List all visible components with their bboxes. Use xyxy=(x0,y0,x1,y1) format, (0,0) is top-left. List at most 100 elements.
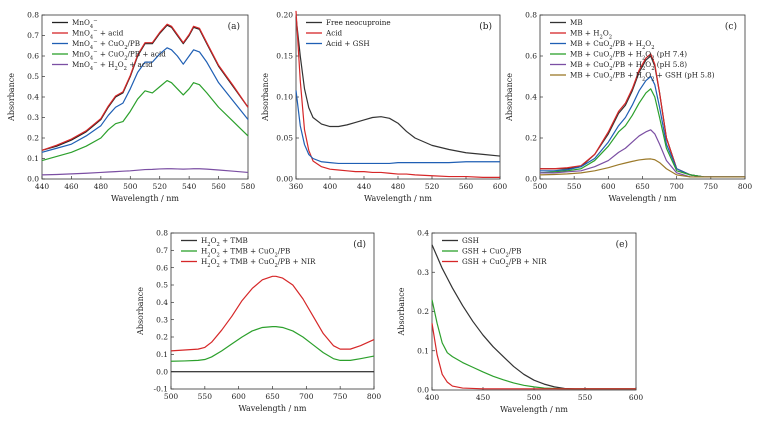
y-tick-label: 0.2 xyxy=(417,307,429,316)
x-tick-label: 750 xyxy=(333,392,348,401)
y-tick-label: 0.8 xyxy=(156,229,168,238)
x-tick-label: 520 xyxy=(425,182,440,191)
legend-entry: GSH + CuO2/PB + NIR xyxy=(462,257,547,269)
x-tick-label: 800 xyxy=(738,182,753,191)
panel-label: (e) xyxy=(616,239,628,250)
series-line-2 xyxy=(170,326,375,362)
series-line-2 xyxy=(431,299,636,390)
chart-panel-c: 500 550 600 650 700 750 800 0.0 0.2 0.4 0.6 0.8 Wave… xyxy=(505,11,752,203)
y-tick-label: 0.4 xyxy=(417,229,429,238)
x-axis-label: Wavelength / nm xyxy=(364,194,432,203)
y-tick-label: 0.4 xyxy=(525,93,537,102)
y-tick-label: 0.8 xyxy=(27,11,39,20)
y-tick-label: 0.6 xyxy=(525,52,537,61)
x-tick-label: 480 xyxy=(391,182,406,191)
legend-entry: MB + CuO2/PB + H2O2 (pH 5.8) xyxy=(570,60,687,72)
x-tick-label: 440 xyxy=(357,182,372,191)
legend-entry: MB + H2O2 xyxy=(570,29,612,41)
x-tick-label: 560 xyxy=(459,182,474,191)
x-tick-label: 500 xyxy=(533,182,548,191)
x-tick-label: 600 xyxy=(232,392,247,401)
y-axis-label: Absorbance xyxy=(505,73,514,122)
x-tick-label: 500 xyxy=(527,393,542,402)
series-line-5 xyxy=(41,168,249,176)
y-tick-label: 0.6 xyxy=(27,52,39,61)
legend-entry: MB + CuO2/PB + H2O2 (pH 7.4) xyxy=(570,50,687,62)
panel-label: (c) xyxy=(725,21,737,32)
x-tick-label: 500 xyxy=(123,182,138,191)
y-tick-label: 0.0 xyxy=(525,175,537,184)
y-tick-label: 0.3 xyxy=(417,268,429,277)
series-line-2 xyxy=(41,23,249,151)
x-tick-label: 700 xyxy=(299,392,314,401)
legend-entry: MB + CuO2/PB + H2O2 xyxy=(570,39,655,51)
x-tick-label: 540 xyxy=(182,182,197,191)
y-tick-label: 0.1 xyxy=(156,350,168,359)
y-tick-label: 0.2 xyxy=(156,333,168,342)
panel-label: (a) xyxy=(228,21,240,32)
x-tick-label: 550 xyxy=(567,182,582,191)
x-tick-label: 500 xyxy=(164,392,179,401)
x-tick-label: 360 xyxy=(289,182,304,191)
y-tick-label: 0.7 xyxy=(156,246,168,255)
x-tick-label: 460 xyxy=(64,182,79,191)
panel-label: (d) xyxy=(353,239,366,250)
x-tick-label: 750 xyxy=(704,182,719,191)
chart-panel-a: 440 460 480 500 520 540 560 580 0.0 0.1 0.2 0.3 0.4 0… xyxy=(7,11,255,203)
y-tick-label: 0.8 xyxy=(525,11,537,20)
legend-entry: GSH + CuO2/PB xyxy=(462,247,521,259)
y-tick-label: 0.5 xyxy=(27,72,39,81)
y-tick-label: 0.00 xyxy=(276,175,293,184)
chart-panel-b: 360 400 440 480 520 560 600 0.00 0.05 0.10 0.15 0.2… xyxy=(261,11,507,203)
x-tick-label: 550 xyxy=(198,392,213,401)
series-line-1 xyxy=(295,16,501,157)
legend-entry: Free neocuproine xyxy=(326,18,391,27)
y-tick-label: 0.15 xyxy=(276,52,293,61)
x-tick-label: 400 xyxy=(323,182,338,191)
y-tick-label: 0.05 xyxy=(276,134,293,143)
legend-entry: GSH xyxy=(462,236,479,245)
y-axis-label: Absorbance xyxy=(261,73,270,122)
y-tick-label: 0.7 xyxy=(27,31,39,40)
y-axis-label: Absorbance xyxy=(397,287,406,336)
x-tick-label: 550 xyxy=(578,393,593,402)
x-tick-label: 400 xyxy=(425,393,440,402)
y-tick-label: 0.0 xyxy=(417,386,429,395)
x-tick-label: 700 xyxy=(670,182,685,191)
series-line-1 xyxy=(431,244,636,390)
x-tick-label: 520 xyxy=(153,182,168,191)
series-line-3 xyxy=(431,323,636,390)
y-tick-label: 0.4 xyxy=(156,298,168,307)
chart-panel-e: 400 450 500 550 600 0.0 0.1 0.2 0.3 0.4 Wavelength… xyxy=(397,229,643,414)
x-tick-label: 560 xyxy=(211,182,226,191)
x-tick-label: 800 xyxy=(367,392,382,401)
series-line-4 xyxy=(539,88,745,178)
x-axis-label: Wavelength / nm xyxy=(500,405,568,414)
y-tick-label: 0.1 xyxy=(27,154,39,163)
x-tick-label: 480 xyxy=(94,182,109,191)
y-tick-label: 0.3 xyxy=(27,113,39,122)
legend-entry: MnO4− + CuO2/PB + acid xyxy=(72,50,166,62)
x-tick-label: 600 xyxy=(493,182,508,191)
legend-entry: MB xyxy=(570,18,583,27)
panel-label: (b) xyxy=(479,21,492,32)
x-tick-label: 600 xyxy=(601,182,616,191)
y-tick-label: 0.10 xyxy=(276,93,293,102)
y-tick-label: 0.0 xyxy=(27,175,39,184)
y-tick-label: 0.4 xyxy=(27,93,39,102)
y-tick-label: 0.1 xyxy=(417,346,429,355)
y-tick-label: 0.5 xyxy=(156,281,168,290)
legend-entry: H2O2 + TMB xyxy=(201,236,248,248)
y-tick-label: 0.2 xyxy=(525,134,537,143)
series-line-3 xyxy=(540,75,745,178)
legend-entry: H2O2 + TMB + CuO2/PB + NIR xyxy=(201,257,316,269)
legend-entry: MnO4− + acid xyxy=(72,29,124,41)
x-tick-label: 440 xyxy=(35,182,50,191)
legend-entry: MnO4− xyxy=(72,18,98,30)
y-tick-label: 0.2 xyxy=(27,134,39,143)
series-line-3 xyxy=(41,47,249,153)
y-axis-label: Absorbance xyxy=(136,287,145,336)
y-tick-label: 0.3 xyxy=(156,315,168,324)
legend-entry: MnO4− + CuO2/PB xyxy=(72,39,140,51)
